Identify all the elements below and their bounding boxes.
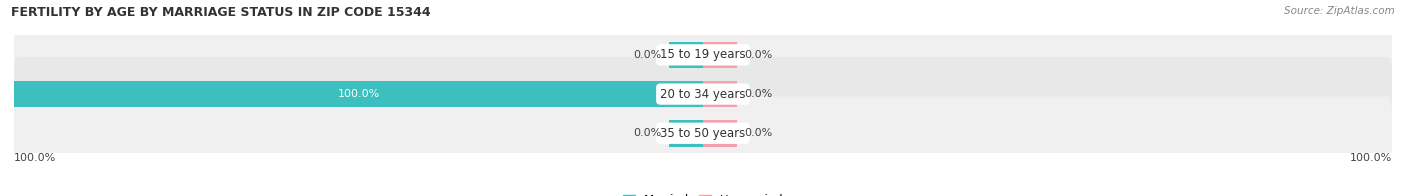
Text: 35 to 50 years: 35 to 50 years [661,127,745,140]
Text: 0.0%: 0.0% [744,50,772,60]
Bar [669,120,703,147]
Bar [703,42,738,68]
Text: 0.0%: 0.0% [634,128,662,138]
Bar [669,42,703,68]
Text: 100.0%: 100.0% [1350,153,1392,163]
Bar [703,120,738,147]
Text: 100.0%: 100.0% [337,89,380,99]
Legend: Married, Unmarried: Married, Unmarried [619,189,787,196]
Text: 100.0%: 100.0% [14,153,56,163]
Text: 0.0%: 0.0% [634,50,662,60]
Text: 0.0%: 0.0% [744,128,772,138]
Text: 0.0%: 0.0% [744,89,772,99]
Bar [703,81,738,107]
FancyBboxPatch shape [14,96,1392,170]
Text: 20 to 34 years: 20 to 34 years [661,88,745,101]
FancyBboxPatch shape [14,18,1392,92]
Text: Source: ZipAtlas.com: Source: ZipAtlas.com [1284,6,1395,16]
FancyBboxPatch shape [14,57,1392,131]
Text: 15 to 19 years: 15 to 19 years [661,48,745,61]
Bar [14,81,703,107]
Text: FERTILITY BY AGE BY MARRIAGE STATUS IN ZIP CODE 15344: FERTILITY BY AGE BY MARRIAGE STATUS IN Z… [11,6,430,19]
